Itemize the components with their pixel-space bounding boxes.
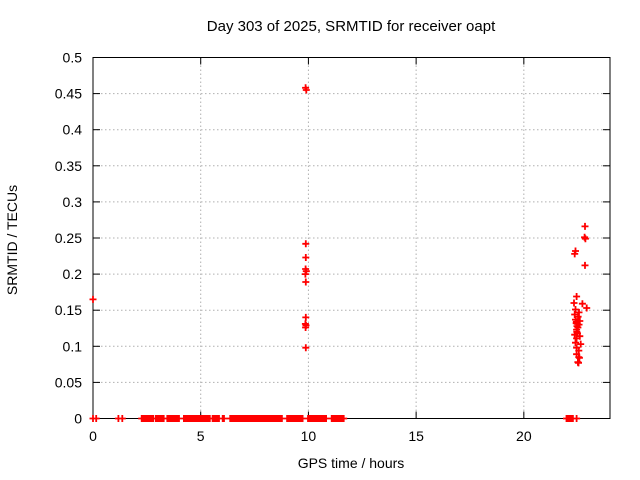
y-tick-label: 0: [74, 411, 82, 427]
plot-border: [92, 57, 611, 419]
y-tick-label: 0.25: [55, 230, 82, 246]
x-tick-label: 5: [197, 428, 205, 444]
data-points: [89, 84, 591, 422]
tick-labels: 0 5 10 15 20 0 0.05 0.1 0.15 0.2 0.25 0.3 0.35 0.4 0.4…: [55, 50, 532, 445]
y-tick-label: 0.05: [55, 374, 82, 390]
y-tick-label: 0.1: [63, 338, 83, 354]
y-tick-label: 0.35: [55, 158, 82, 174]
y-tick-label: 0.3: [63, 194, 83, 210]
x-tick-label: 20: [516, 428, 532, 444]
gridlines: [93, 57, 610, 419]
axis-ticks: [92, 57, 610, 419]
x-tick-label: 0: [89, 428, 97, 444]
x-tick-label: 10: [301, 428, 317, 444]
x-tick-label: 15: [408, 428, 424, 444]
y-tick-label: 0.5: [63, 50, 83, 66]
y-tick-label: 0.2: [63, 266, 83, 282]
scatter-markers: [89, 84, 591, 422]
x-axis-label: GPS time / hours: [298, 455, 405, 471]
chart-title: Day 303 of 2025, SRMTID for receiver oap…: [207, 18, 496, 35]
y-axis-label: SRMTID / TECUs: [4, 185, 20, 295]
y-tick-label: 0.45: [55, 86, 82, 102]
y-tick-label: 0.15: [55, 302, 82, 318]
y-tick-label: 0.4: [63, 122, 83, 138]
